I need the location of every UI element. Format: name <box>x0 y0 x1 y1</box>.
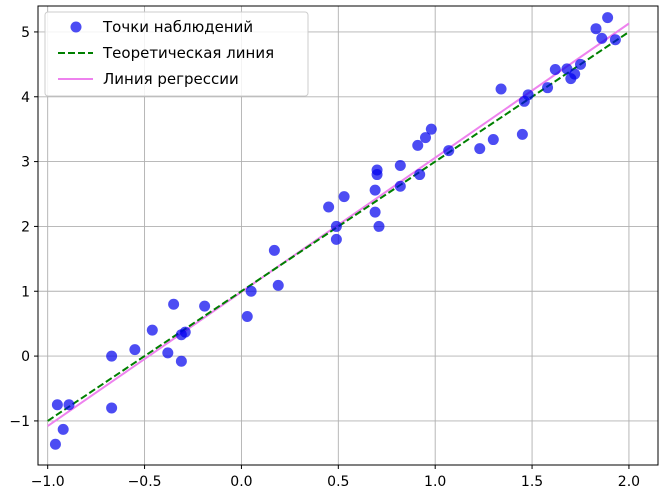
y-tick-label: −1 <box>9 414 30 430</box>
y-tick-label: 3 <box>21 155 30 171</box>
y-axis: −1 0 1 2 3 4 5 <box>9 25 38 430</box>
plot-frame <box>37 5 659 466</box>
scatter-point <box>474 143 486 155</box>
scatter-point <box>323 201 335 213</box>
scatter-point <box>338 191 350 203</box>
legend-label-regression: Линия регрессии <box>103 70 239 88</box>
scatter-point <box>425 123 437 135</box>
scatter-point <box>129 344 141 356</box>
scatter-point <box>63 399 75 411</box>
scatter-point <box>146 324 158 336</box>
scatter-point <box>272 279 284 291</box>
scatter-point <box>590 23 602 35</box>
scatter-point <box>245 285 257 297</box>
scatter-points <box>49 12 621 450</box>
scatter-point <box>412 139 424 151</box>
y-tick-label: 4 <box>21 90 30 106</box>
x-tick-label: −1.0 <box>31 474 65 490</box>
scatter-point <box>175 355 187 367</box>
scatter-point <box>516 128 528 140</box>
scatter-point <box>443 145 455 157</box>
y-tick-label: 1 <box>21 284 30 300</box>
scatter-point <box>394 180 406 192</box>
scatter-point <box>179 326 191 338</box>
legend-label-observations: Точки наблюдений <box>102 18 253 36</box>
scatter-point <box>371 164 383 176</box>
scatter-point <box>369 206 381 218</box>
scatter-point <box>57 423 69 435</box>
scatter-point <box>569 68 581 80</box>
x-tick-label: 1.0 <box>424 474 446 490</box>
scatter-point <box>575 58 586 70</box>
scatter-point <box>420 132 431 144</box>
scatter-point <box>162 347 174 359</box>
x-tick-label: −0.5 <box>128 474 162 490</box>
scatter-point <box>495 83 507 95</box>
scatter-point <box>106 402 118 414</box>
y-tick-label: 0 <box>21 349 30 365</box>
scatter-point <box>268 244 280 256</box>
scatter-point <box>106 350 118 362</box>
x-axis: −1.0 −0.5 0.0 0.5 1.0 1.5 2.0 <box>31 465 640 490</box>
x-tick-label: 0.5 <box>327 474 349 490</box>
scatter-point <box>330 220 342 232</box>
scatter-point <box>369 184 381 196</box>
scatter-point <box>602 12 614 24</box>
scatter-point <box>549 64 561 76</box>
scatter-point <box>373 220 385 232</box>
scatter-point <box>330 233 342 245</box>
scatter-point <box>49 438 61 450</box>
scatter-point <box>609 34 621 46</box>
scatter-point <box>542 82 554 94</box>
x-tick-label: 2.0 <box>618 474 640 490</box>
scatter-point <box>414 169 426 181</box>
x-tick-label: 1.5 <box>521 474 543 490</box>
y-tick-label: 5 <box>21 25 30 41</box>
x-tick-label: 0.0 <box>230 474 252 490</box>
y-tick-label: 2 <box>21 219 30 235</box>
scatter-point <box>487 134 499 146</box>
scatter-point <box>199 300 211 312</box>
scatter-point <box>596 32 608 44</box>
legend-frame <box>44 11 309 97</box>
scatter-point <box>51 399 63 411</box>
scatter-point <box>241 311 253 323</box>
legend-label-theoretical: Теоретическая линия <box>102 44 274 62</box>
scatter-point <box>168 298 180 310</box>
legend-marker-observations <box>70 21 82 33</box>
scatter-point <box>522 89 534 101</box>
legend: Точки наблюдений Теоретическая линия Лин… <box>44 11 309 97</box>
scatter-point <box>561 63 573 75</box>
scatter-point <box>394 159 406 171</box>
